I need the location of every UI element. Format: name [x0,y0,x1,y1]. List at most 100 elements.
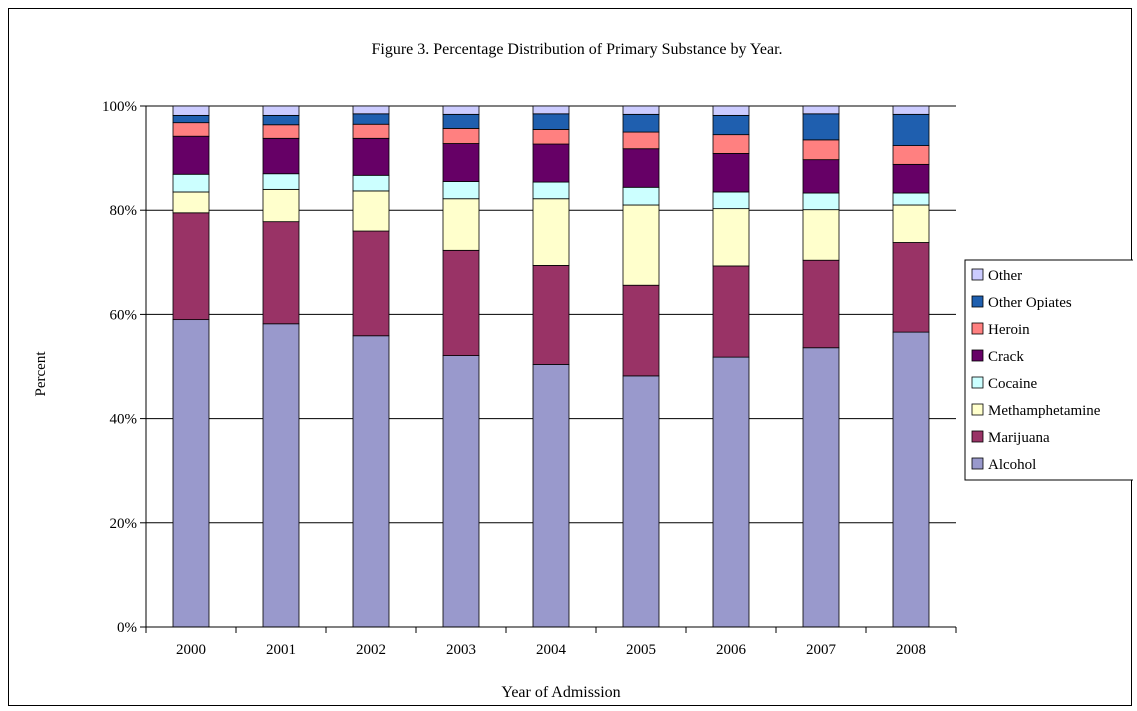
bar-segment-crack-2008 [892,163,930,194]
bar-segment-alcohol-2001 [262,323,300,628]
bar-segment-alcohol-2003 [442,355,480,628]
bar-segment-crack-2001 [262,137,300,175]
bar-segment-marijuana-2004 [532,265,570,365]
chart-frame: Figure 3. Percentage Distribution of Pri… [8,8,1133,706]
bar-segment-alcohol-2007 [802,347,840,628]
bar-segment-methamphetamine-2004 [532,198,570,266]
bar-segment-other-opiates-2001 [262,114,300,126]
bar-segment-methamphetamine-2000 [172,191,210,214]
bar-segment-marijuana-2000 [172,212,210,321]
x-tick-label: 2006 [716,642,747,658]
legend-label-marijuana: Marijuana [988,430,1050,446]
x-tick-label: 2005 [626,642,656,658]
bar-segment-marijuana-2005 [622,284,660,377]
chart-svg: Figure 3. Percentage Distribution of Pri… [33,41,1133,701]
bar-segment-other-2001 [262,105,300,116]
bar-segment-marijuana-2008 [892,242,930,333]
x-tick-label: 2004 [536,642,567,658]
bar-segment-heroin-2003 [442,128,480,144]
bar-segment-cocaine-2000 [172,173,210,193]
bar-segment-heroin-2001 [262,124,300,139]
bar-segment-marijuana-2002 [352,230,390,337]
bar-segment-crack-2002 [352,137,390,176]
bar-segment-alcohol-2006 [712,356,750,628]
bar-segment-crack-2004 [532,143,570,183]
bar-segment-heroin-2005 [622,131,660,150]
x-axis-label: Year of Admission [501,684,620,701]
bar-segment-cocaine-2001 [262,173,300,190]
y-tick-label: 20% [110,516,138,532]
y-tick-label: 40% [110,412,138,428]
bar-segment-heroin-2008 [892,145,930,165]
bar-segment-marijuana-2003 [442,249,480,356]
legend-label-other: Other [988,268,1022,284]
bar-segment-heroin-2000 [172,122,210,137]
x-tick-label: 2001 [266,642,296,658]
x-tick-label: 2008 [896,642,926,658]
bar-segment-crack-2003 [442,143,480,182]
legend-swatch-alcohol [971,457,984,470]
bar-segment-crack-2000 [172,135,210,175]
legend-swatch-crack [971,349,984,362]
y-tick-label: 0% [117,620,137,636]
bar-segment-cocaine-2008 [892,192,930,206]
bar-segment-methamphetamine-2001 [262,188,300,223]
bar-segment-marijuana-2006 [712,265,750,358]
bar-segment-other-2005 [622,105,660,115]
bar-segment-other-opiates-2008 [892,113,930,146]
legend-swatch-marijuana [971,430,984,443]
bar-segment-alcohol-2004 [532,364,570,628]
bar-segment-marijuana-2007 [802,259,840,349]
y-axis-label: Percent [33,351,49,397]
axes [140,105,957,633]
bar-segment-crack-2006 [712,153,750,193]
legend-label-crack: Crack [988,349,1024,365]
x-tick-labels: 2000 2001 2002 2003 2004 2005 2006 2007 2008 [176,642,926,658]
bar-segment-other-opiates-2004 [532,113,570,130]
bar-segment-heroin-2004 [532,129,570,145]
legend-label-cocaine: Cocaine [988,376,1037,392]
legend-label-heroin: Heroin [988,322,1030,338]
bar-segment-methamphetamine-2006 [712,208,750,267]
bar-segment-heroin-2002 [352,123,390,139]
bar-segment-methamphetamine-2005 [622,204,660,286]
x-tick-label: 2002 [356,642,386,658]
y-tick-label: 100% [102,99,137,115]
bar-segment-other-2002 [352,105,390,115]
bar-segment-other-opiates-2006 [712,114,750,136]
x-tick-label: 2000 [176,642,206,658]
bar-segment-methamphetamine-2002 [352,190,390,232]
x-tick-label: 2003 [446,642,476,658]
bar-segment-cocaine-2002 [352,174,390,192]
y-tick-labels: 0% 20% 40% 60% 80% 100% [102,99,137,636]
bar-segment-alcohol-2000 [172,319,210,628]
bar-segment-methamphetamine-2007 [802,209,840,261]
legend-swatch-other [971,268,984,281]
legend-label-alcohol: Alcohol [988,457,1036,473]
legend-label-methamphetamine: Methamphetamine [988,403,1101,419]
legend-swatch-other-opiates [971,295,984,308]
bar-segment-other-2000 [172,105,210,116]
bar-segment-heroin-2006 [712,134,750,154]
legend-swatch-heroin [971,322,984,335]
bar-segment-alcohol-2002 [352,335,390,628]
y-tick-label: 60% [110,307,138,323]
bar-segment-methamphetamine-2008 [892,204,930,243]
bar-segment-alcohol-2005 [622,375,660,628]
bar-segment-other-2008 [892,105,930,115]
bar-segment-other-opiates-2003 [442,113,480,129]
bar-segment-other-2007 [802,105,840,115]
bar-segment-other-opiates-2000 [172,114,210,124]
bar-segment-other-opiates-2002 [352,113,390,125]
bar-segment-cocaine-2007 [802,192,840,211]
legend-box [964,259,1133,481]
bar-segment-alcohol-2008 [892,331,930,628]
x-tick-label: 2007 [806,642,837,658]
legend-label-other-opiates: Other Opiates [988,295,1072,311]
chart-title: Figure 3. Percentage Distribution of Pri… [371,41,782,58]
legend: Other Other Opiates Heroin Crack Cocaine Meth… [964,259,1133,481]
bar-segment-other-2006 [712,105,750,116]
bar-segment-marijuana-2001 [262,221,300,325]
legend-swatch-cocaine [971,376,984,389]
bar-segment-cocaine-2003 [442,181,480,200]
